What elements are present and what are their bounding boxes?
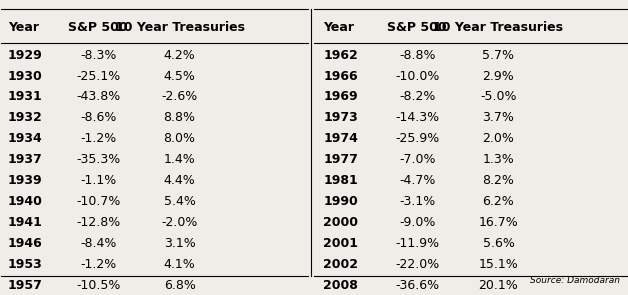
Text: S&P 500: S&P 500	[387, 22, 447, 35]
Text: 2001: 2001	[323, 237, 359, 250]
Text: -8.6%: -8.6%	[80, 112, 116, 124]
Text: 1934: 1934	[8, 132, 43, 145]
Text: -35.3%: -35.3%	[76, 153, 121, 166]
Text: -1.1%: -1.1%	[80, 174, 116, 187]
Text: 6.2%: 6.2%	[482, 195, 514, 208]
Text: 1977: 1977	[323, 153, 358, 166]
Text: 1941: 1941	[8, 216, 43, 229]
Text: 1937: 1937	[8, 153, 43, 166]
Text: -9.0%: -9.0%	[399, 216, 435, 229]
Text: 2.0%: 2.0%	[482, 132, 514, 145]
Text: 2.9%: 2.9%	[482, 70, 514, 83]
Text: -10.0%: -10.0%	[395, 70, 440, 83]
Text: -14.3%: -14.3%	[395, 112, 439, 124]
Text: 1940: 1940	[8, 195, 43, 208]
Text: 1990: 1990	[323, 195, 358, 208]
Text: 1953: 1953	[8, 258, 43, 271]
Text: 1939: 1939	[8, 174, 42, 187]
Text: 20.1%: 20.1%	[479, 279, 518, 292]
Text: -11.9%: -11.9%	[395, 237, 439, 250]
Text: 8.8%: 8.8%	[163, 112, 195, 124]
Text: 1969: 1969	[323, 91, 358, 104]
Text: -2.6%: -2.6%	[161, 91, 198, 104]
Text: -8.2%: -8.2%	[399, 91, 435, 104]
Text: 5.6%: 5.6%	[482, 237, 514, 250]
Text: 1981: 1981	[323, 174, 358, 187]
Text: -10.7%: -10.7%	[76, 195, 121, 208]
Text: -22.0%: -22.0%	[395, 258, 440, 271]
Text: Year: Year	[8, 22, 39, 35]
Text: -12.8%: -12.8%	[76, 216, 121, 229]
Text: 1946: 1946	[8, 237, 43, 250]
Text: 1957: 1957	[8, 279, 43, 292]
Text: 1966: 1966	[323, 70, 358, 83]
Text: 10 Year Treasuries: 10 Year Treasuries	[433, 22, 563, 35]
Text: -3.1%: -3.1%	[399, 195, 435, 208]
Text: -25.9%: -25.9%	[395, 132, 440, 145]
Text: -36.6%: -36.6%	[395, 279, 439, 292]
Text: 1930: 1930	[8, 70, 43, 83]
Text: S&P 500: S&P 500	[68, 22, 128, 35]
Text: 8.0%: 8.0%	[163, 132, 195, 145]
Text: Year: Year	[323, 22, 354, 35]
Text: -4.7%: -4.7%	[399, 174, 435, 187]
Text: 1929: 1929	[8, 49, 43, 62]
Text: Source: Damodaran: Source: Damodaran	[531, 276, 620, 285]
Text: 4.5%: 4.5%	[164, 70, 195, 83]
Text: -2.0%: -2.0%	[161, 216, 198, 229]
Text: 5.7%: 5.7%	[482, 49, 514, 62]
Text: -7.0%: -7.0%	[399, 153, 435, 166]
Text: 1932: 1932	[8, 112, 43, 124]
Text: 10 Year Treasuries: 10 Year Treasuries	[114, 22, 244, 35]
Text: 16.7%: 16.7%	[479, 216, 518, 229]
Text: -8.4%: -8.4%	[80, 237, 116, 250]
Text: 1.3%: 1.3%	[482, 153, 514, 166]
Text: -43.8%: -43.8%	[76, 91, 121, 104]
Text: 8.2%: 8.2%	[482, 174, 514, 187]
Text: 1962: 1962	[323, 49, 358, 62]
Text: 1.4%: 1.4%	[164, 153, 195, 166]
Text: 3.7%: 3.7%	[482, 112, 514, 124]
Text: 4.1%: 4.1%	[164, 258, 195, 271]
Text: -1.2%: -1.2%	[80, 258, 116, 271]
Text: 5.4%: 5.4%	[164, 195, 195, 208]
Text: 6.8%: 6.8%	[164, 279, 195, 292]
Text: 2008: 2008	[323, 279, 358, 292]
Text: -1.2%: -1.2%	[80, 132, 116, 145]
Text: 2000: 2000	[323, 216, 359, 229]
Text: 4.2%: 4.2%	[164, 49, 195, 62]
Text: -8.3%: -8.3%	[80, 49, 116, 62]
Text: 1974: 1974	[323, 132, 358, 145]
Text: -25.1%: -25.1%	[76, 70, 121, 83]
Text: 2002: 2002	[323, 258, 359, 271]
Text: 1973: 1973	[323, 112, 358, 124]
Text: 15.1%: 15.1%	[479, 258, 518, 271]
Text: 3.1%: 3.1%	[164, 237, 195, 250]
Text: -8.8%: -8.8%	[399, 49, 435, 62]
Text: 1931: 1931	[8, 91, 43, 104]
Text: 4.4%: 4.4%	[164, 174, 195, 187]
Text: -5.0%: -5.0%	[480, 91, 517, 104]
Text: -10.5%: -10.5%	[76, 279, 121, 292]
